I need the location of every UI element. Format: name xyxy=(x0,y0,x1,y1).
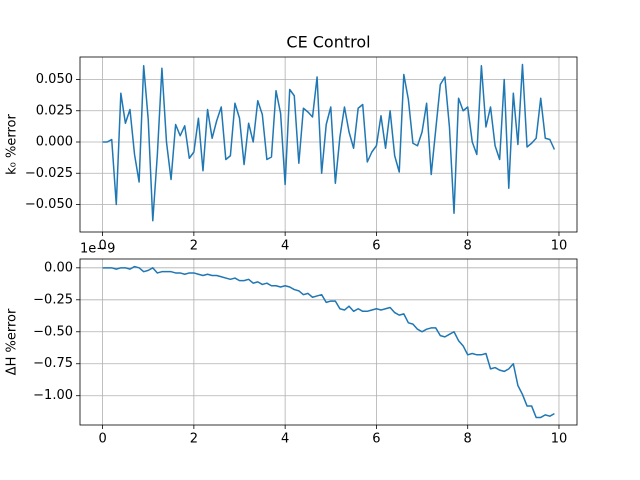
offset-text: 1e−9 xyxy=(80,242,115,257)
axes-frame xyxy=(79,56,578,233)
axes: 0 2 4 6 8 10 −0.050 −0.025 0.000 0.025 0.050 k₀ %er… xyxy=(5,33,578,254)
chart-title: CE Control xyxy=(286,33,370,52)
data-line xyxy=(102,63,556,222)
axes-frame xyxy=(79,258,578,426)
x-tick-label: 0 xyxy=(98,239,106,254)
x-tick-label: 8 xyxy=(464,432,472,447)
plot-area xyxy=(80,259,577,425)
y-tick-label: −0.025 xyxy=(25,166,73,181)
y-tick-label: −0.25 xyxy=(33,292,73,307)
x-tick-label: 6 xyxy=(372,432,380,447)
y-tick-label: −0.50 xyxy=(33,324,73,339)
y-tick-label: 0.000 xyxy=(36,135,73,150)
x-tick-label: 6 xyxy=(372,239,380,254)
y-tick-label: 0.00 xyxy=(44,260,73,275)
y-tick-label: 0.025 xyxy=(36,103,73,118)
x-tick-label: 8 xyxy=(464,239,472,254)
x-tick-label: 2 xyxy=(190,239,198,254)
y-axis-label: k₀ %error xyxy=(5,114,20,175)
x-tick-label: 4 xyxy=(281,432,289,447)
y-tick-label: −1.00 xyxy=(33,388,73,403)
y-tick-label: 0.050 xyxy=(36,72,73,87)
y-tick-label: −0.050 xyxy=(25,197,73,212)
x-tick-label: 0 xyxy=(98,432,106,447)
x-tick-label: 10 xyxy=(551,239,568,254)
x-tick-label: 2 xyxy=(190,432,198,447)
x-tick-label: 10 xyxy=(551,432,568,447)
axes: 0 2 4 6 8 10 −1.00 −0.75 −0.50 −0.25 0.00 ΔH %error… xyxy=(5,242,578,447)
y-tick-label: −0.75 xyxy=(33,356,73,371)
data-line xyxy=(102,265,555,419)
x-tick-label: 4 xyxy=(281,239,289,254)
y-axis-label: ΔH %error xyxy=(5,308,20,375)
